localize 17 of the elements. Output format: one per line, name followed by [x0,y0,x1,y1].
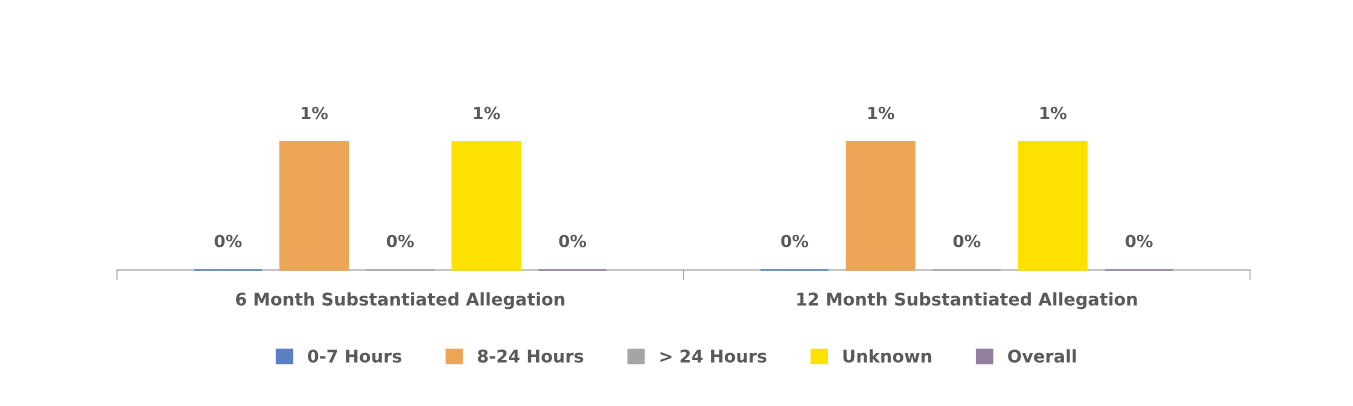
data-label: 1% [474,106,500,120]
data-label: 0% [953,234,981,248]
legend-label: Unknown [843,349,932,363]
data-label: 1% [1040,106,1067,120]
x-tick-label: 12 Month Substantiated Allegation [797,292,1137,310]
data-label: 0% [1125,234,1153,248]
data-label: 1% [301,106,328,120]
legend-label: 8-24 Hours [477,349,584,363]
data-label: 0% [214,234,242,248]
data-label: 0% [559,234,587,248]
data-label: 0% [781,234,809,248]
legend-label: > 24 Hours [660,349,767,363]
data-label: 1% [868,106,895,120]
data-label: 0% [386,234,414,248]
x-tick-label: 6 Month Substantiated Allegation [235,292,565,310]
legend-label: Overall [1008,349,1076,363]
legend-label: 0-7 Hours [307,349,402,363]
